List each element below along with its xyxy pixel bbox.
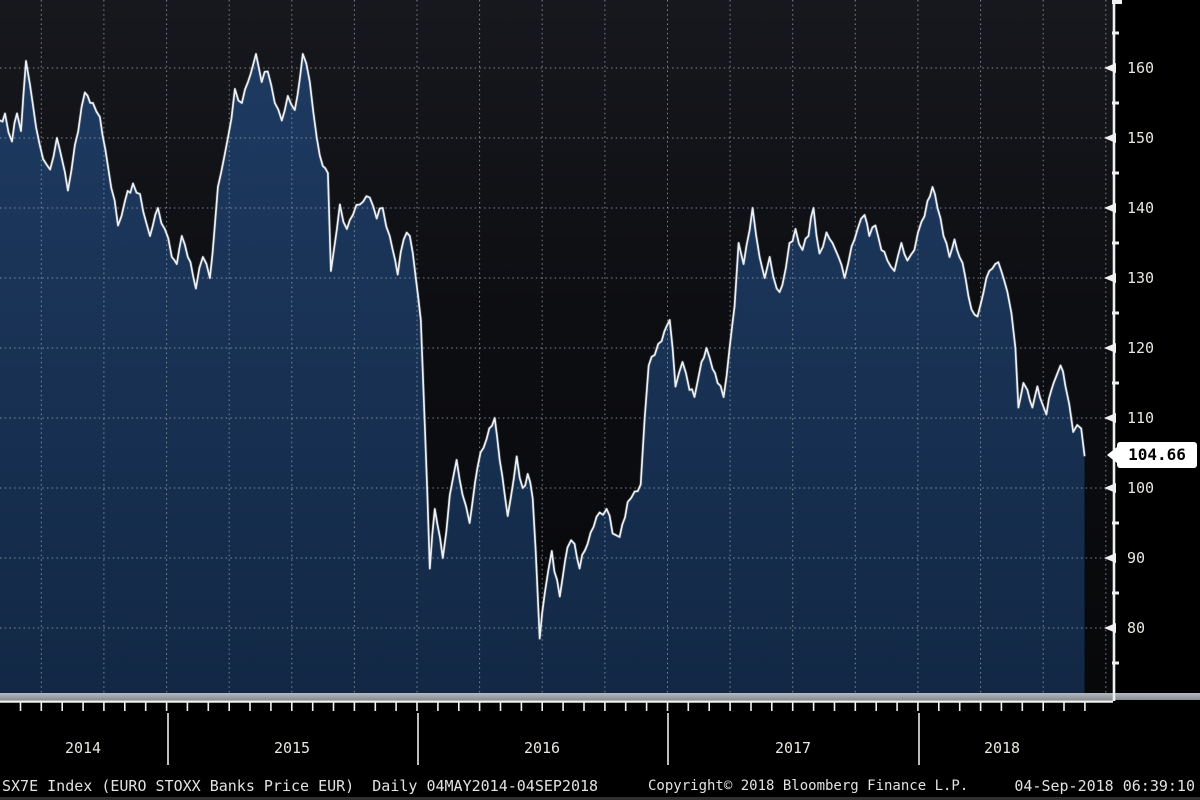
x-axis-year-label: 2015	[273, 739, 311, 757]
status-bar: SX7E Index (EURO STOXX Banks Price EUR) …	[0, 771, 1200, 797]
y-axis-tick-label: 150	[1127, 129, 1155, 147]
x-axis-baseline-bar	[0, 693, 1200, 700]
x-axis-year-label: 2014	[64, 739, 102, 757]
window-bottom-edge	[0, 797, 1200, 800]
copyright-text: Copyright© 2018 Bloomberg Finance L.P.	[648, 778, 969, 794]
y-axis-tick-label: 160	[1127, 59, 1155, 77]
x-axis-year-separator	[667, 713, 669, 765]
y-axis-tick-label: 100	[1127, 479, 1155, 497]
x-axis-year-label: 2016	[523, 739, 561, 757]
x-axis-year-separator	[417, 713, 419, 765]
last-price-marker: 104.66	[1107, 442, 1197, 468]
last-price-value: 104.66	[1128, 445, 1186, 464]
x-axis-year-label: 2018	[983, 739, 1021, 757]
timestamp: 04-Sep-2018 06:39:10	[1014, 777, 1195, 795]
x-axis-year-separator	[167, 713, 169, 765]
price-chart-plot-area[interactable]	[0, 0, 1113, 693]
x-axis-month-ticks	[0, 700, 1113, 711]
y-axis-tick-label: 140	[1127, 199, 1155, 217]
x-axis-year-label: 2017	[774, 739, 812, 757]
y-axis-tick-label: 130	[1127, 269, 1155, 287]
y-axis-tick-label: 120	[1127, 339, 1155, 357]
y-axis-tick-label: 80	[1127, 619, 1146, 637]
y-axis-tick-label: 110	[1127, 409, 1155, 427]
security-description: SX7E Index (EURO STOXX Banks Price EUR) …	[2, 777, 599, 795]
price-area-chart	[0, 0, 1113, 693]
y-axis-tick-label: 90	[1127, 549, 1146, 567]
x-axis-year-separator	[918, 713, 920, 765]
